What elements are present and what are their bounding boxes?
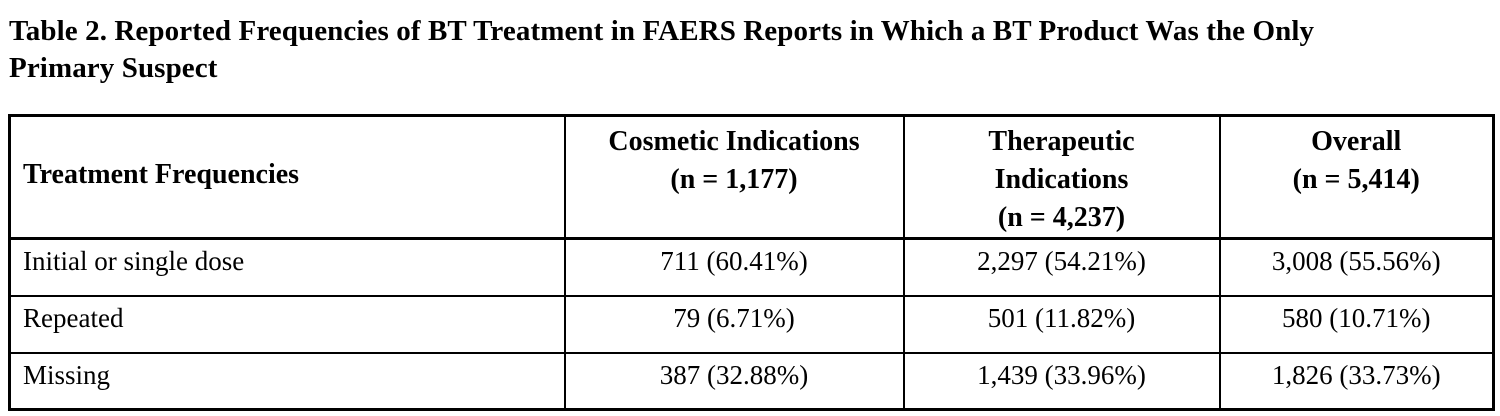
cell-overall-value: 580 (10.71%) (1218, 294, 1495, 354)
header-line: Cosmetic Indications (608, 126, 860, 157)
row-label: Repeated (8, 294, 566, 354)
header-line: Therapeutic (988, 126, 1135, 157)
table-caption-line-2: Primary Suspect (9, 52, 218, 84)
column-header-overall: Overall (n = 5,414) (1218, 114, 1495, 240)
header-line: Indications (994, 164, 1129, 195)
cell-cosmetic-value: 711 (60.41%) (563, 237, 905, 297)
table-row-repeated: Repeated 79 (6.71%) 501 (11.82%) 580 (10… (8, 294, 1495, 354)
table-header-row: Treatment Frequencies Cosmetic Indicatio… (8, 114, 1495, 240)
cell-therapeutic-value: 1,439 (33.96%) (902, 351, 1221, 411)
cell-cosmetic-value: 79 (6.71%) (563, 294, 905, 354)
cell-therapeutic-value: 2,297 (54.21%) (902, 237, 1221, 297)
cell-cosmetic-value: 387 (32.88%) (563, 351, 905, 411)
table-row-missing: Missing 387 (32.88%) 1,439 (33.96%) 1,82… (8, 351, 1495, 411)
header-subline-n-count: (n = 4,237) (997, 202, 1126, 233)
table-caption: Table 2. Reported Frequencies of BT Trea… (0, 0, 1500, 87)
cell-overall-value: 3,008 (55.56%) (1218, 237, 1495, 297)
bt-treatment-frequency-table: Treatment Frequencies Cosmetic Indicatio… (8, 114, 1495, 411)
header-subline-n-count: (n = 5,414) (1292, 164, 1420, 195)
row-label: Missing (8, 351, 566, 411)
cell-overall-value: 1,826 (33.73%) (1218, 351, 1495, 411)
row-label: Initial or single dose (8, 237, 566, 297)
header-line: Overall (1311, 126, 1402, 157)
header-line: Treatment Frequencies (23, 159, 300, 190)
table-row-initial-or-single-dose: Initial or single dose 711 (60.41%) 2,29… (8, 237, 1495, 297)
column-header-therapeutic-indications: Therapeutic Indications (n = 4,237) (902, 114, 1221, 240)
column-header-treatment-frequencies: Treatment Frequencies (8, 114, 566, 240)
table-caption-line-1: Table 2. Reported Frequencies of BT Trea… (9, 15, 1315, 47)
header-subline-n-count: (n = 1,177) (670, 164, 798, 195)
column-header-cosmetic-indications: Cosmetic Indications (n = 1,177) (563, 114, 905, 240)
cell-therapeutic-value: 501 (11.82%) (902, 294, 1221, 354)
